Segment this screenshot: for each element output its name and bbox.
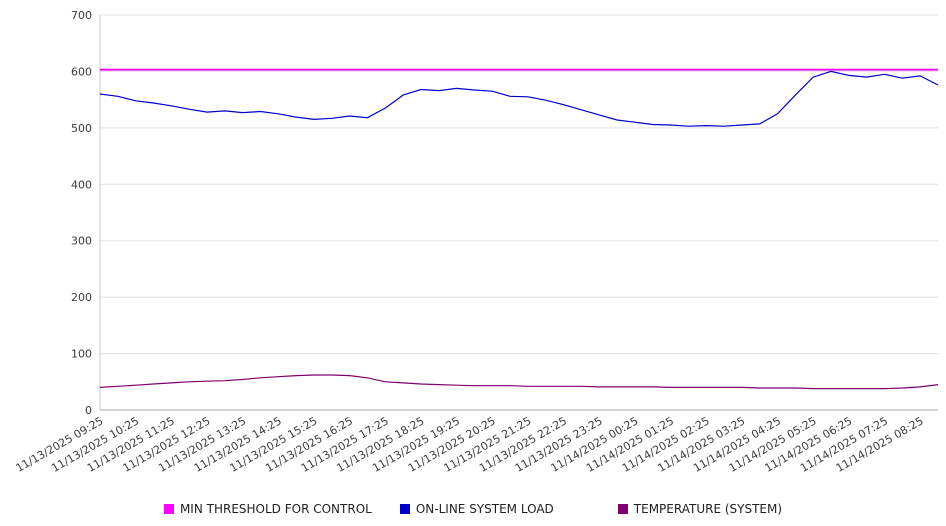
legend-label-min-threshold: MIN THRESHOLD FOR CONTROL <box>179 502 372 516</box>
legend-item-system-load: ON-LINE SYSTEM LOAD <box>399 502 554 516</box>
legend-swatch-system-load <box>399 504 410 514</box>
legend-label-temperature: TEMPERATURE (SYSTEM) <box>633 502 783 516</box>
chart-legend: MIN THRESHOLD FOR CONTROL ON-LINE SYSTEM… <box>0 498 946 520</box>
y-tick-label: 400 <box>71 178 92 191</box>
y-tick-label: 100 <box>71 348 92 361</box>
series-line-1 <box>99 70 939 127</box>
legend-swatch-min-threshold <box>163 504 174 514</box>
y-tick-label: 600 <box>71 65 92 78</box>
y-tick-label: 700 <box>71 9 92 22</box>
legend-item-temperature: TEMPERATURE (SYSTEM) <box>617 502 783 516</box>
y-tick-label: 0 <box>85 404 92 417</box>
y-tick-label: 200 <box>71 291 92 304</box>
series-line-2 <box>99 374 939 390</box>
legend-label-system-load: ON-LINE SYSTEM LOAD <box>415 502 554 516</box>
y-tick-label: 500 <box>71 122 92 135</box>
legend-item-min-threshold: MIN THRESHOLD FOR CONTROL <box>163 502 372 516</box>
legend-swatch-temperature <box>617 504 628 514</box>
y-tick-label: 300 <box>71 235 92 248</box>
